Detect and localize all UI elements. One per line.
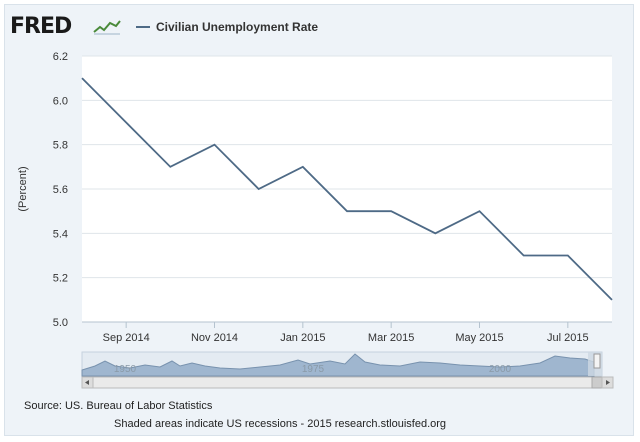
y-tick-label: 5.4: [53, 228, 68, 240]
fred-logo[interactable]: FRED: [10, 14, 72, 39]
y-tick-label: 6.0: [53, 95, 68, 107]
navigator-handle[interactable]: [593, 353, 601, 369]
data-point[interactable]: [168, 165, 172, 169]
y-tick-label: 5.2: [53, 273, 68, 285]
x-tick-label: May 2015: [455, 332, 503, 344]
legend-label: Civilian Unemployment Rate: [156, 20, 319, 34]
chevron-right-icon: [606, 380, 610, 385]
chevron-left-icon: [85, 380, 89, 385]
navigator-area: [81, 353, 595, 377]
data-point[interactable]: [566, 253, 570, 257]
x-tick-label: Mar 2015: [368, 332, 414, 344]
data-point[interactable]: [433, 231, 437, 235]
x-tick-label: Jul 2015: [547, 332, 589, 344]
navigator-labels: 1950 1975 2000: [114, 364, 512, 375]
navigator-label: 1975: [302, 364, 325, 375]
y-tick-label: 5.8: [53, 140, 68, 152]
x-tick-label: Jan 2015: [280, 332, 325, 344]
series-layer: [80, 76, 614, 302]
recession-note: Shaded areas indicate US recessions - 20…: [114, 418, 447, 430]
scrollbar[interactable]: [81, 376, 614, 389]
data-point[interactable]: [477, 209, 481, 213]
data-point[interactable]: [256, 187, 260, 191]
x-tick-label: Sep 2014: [103, 332, 150, 344]
scrollbar-track[interactable]: [81, 376, 603, 389]
navigator-label: 1950: [114, 364, 137, 375]
axis-layer: 5.0 5.2 5.4 5.6 5.8 6.0 6.2 Sep 2014 Nov 2014 Jan…: [53, 51, 612, 344]
data-point[interactable]: [124, 120, 128, 124]
y-tick-label: 5.0: [53, 317, 68, 329]
y-axis-label: (Percent): [17, 166, 29, 211]
y-tick-label: 5.6: [53, 184, 68, 196]
legend-swatch: [136, 26, 150, 28]
range-navigator[interactable]: 1950 1975 2000: [81, 351, 603, 377]
x-tick-label: Nov 2014: [191, 332, 238, 344]
series-line[interactable]: [81, 77, 613, 301]
y-tick-label: 6.2: [53, 51, 68, 63]
navigator-label: 2000: [489, 364, 512, 375]
data-point[interactable]: [389, 209, 393, 213]
data-point[interactable]: [521, 253, 525, 257]
chart-legend[interactable]: Civilian Unemployment Rate: [136, 20, 318, 34]
fred-logo-graph-icon: [93, 20, 121, 35]
data-point[interactable]: [345, 209, 349, 213]
scrollbar-thumb[interactable]: [591, 376, 603, 389]
data-point[interactable]: [212, 142, 216, 146]
data-point[interactable]: [610, 298, 614, 302]
source-note: Source: US. Bureau of Labor Statistics: [24, 400, 213, 412]
data-point[interactable]: [80, 76, 84, 80]
data-point[interactable]: [301, 165, 305, 169]
